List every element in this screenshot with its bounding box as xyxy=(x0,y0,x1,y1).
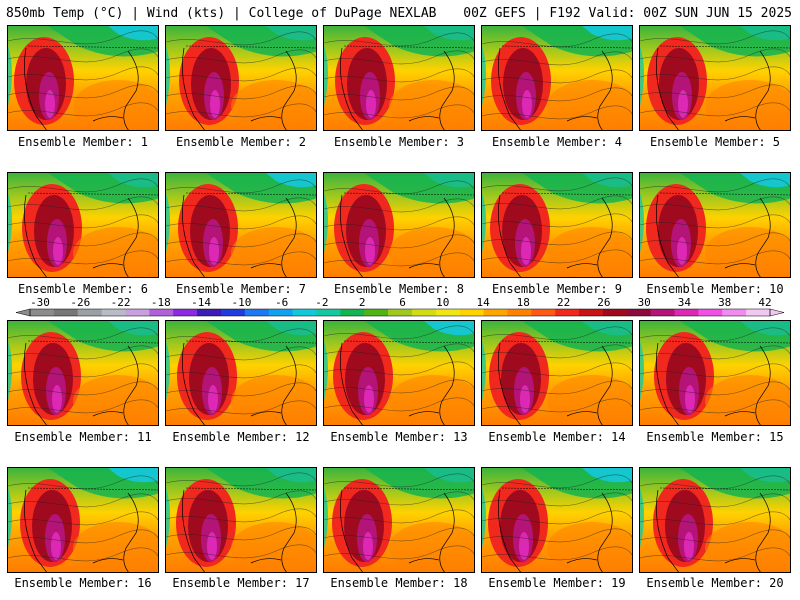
colorbar-swatch xyxy=(340,309,365,316)
colorbar-tick-label: 42 xyxy=(758,296,771,309)
colorbar-tick-label: 14 xyxy=(476,296,490,309)
colorbar-swatch xyxy=(650,309,675,316)
colorbar-tick-label: 30 xyxy=(638,296,651,309)
ensemble-member-label: Ensemble Member: 1 xyxy=(17,135,149,149)
ensemble-member-map xyxy=(639,25,791,131)
colorbar-tick-label: 26 xyxy=(597,296,610,309)
colorbar-swatch xyxy=(101,309,126,316)
ensemble-member-map xyxy=(323,320,475,426)
colorbar-swatch xyxy=(30,309,55,316)
ensemble-member-label: Ensemble Member: 14 xyxy=(488,430,626,444)
colorbar-tick-label: -14 xyxy=(191,296,211,309)
ensemble-member-map xyxy=(7,320,159,426)
ensemble-member-map xyxy=(165,467,317,573)
colorbar-swatch xyxy=(531,309,556,316)
ensemble-member-label: Ensemble Member: 5 xyxy=(649,135,781,149)
ensemble-member-label: Ensemble Member: 7 xyxy=(175,282,307,296)
ensemble-member-map xyxy=(323,25,475,131)
colorbar-swatch xyxy=(244,309,270,316)
temperature-colorbar: -30 -26 -22 -18 -14 -10 -6 -2 2 6 10 14 18 22 26 30 34 38… xyxy=(15,296,785,317)
colorbar-swatch xyxy=(197,309,222,316)
colorbar-swatch xyxy=(316,309,341,316)
ensemble-member-map xyxy=(7,467,159,573)
colorbar-swatch xyxy=(555,309,580,316)
ensemble-member-map xyxy=(323,172,475,278)
colorbar-tick-label: -22 xyxy=(111,296,131,309)
ensemble-member-label: Ensemble Member: 16 xyxy=(14,576,152,590)
ensemble-member-map xyxy=(323,467,475,573)
ensemble-member-label: Ensemble Member: 4 xyxy=(491,135,623,149)
ensemble-member-label: Ensemble Member: 11 xyxy=(14,430,152,444)
ensemble-member-map xyxy=(481,172,633,278)
colorbar-swatch xyxy=(435,309,461,316)
ensemble-member-label: Ensemble Member: 18 xyxy=(330,576,468,590)
colorbar-swatch xyxy=(77,309,103,316)
ensemble-member-label: Ensemble Member: 15 xyxy=(646,430,784,444)
colorbar-swatch xyxy=(364,309,389,316)
ensemble-member-map xyxy=(7,172,159,278)
ensemble-member-label: Ensemble Member: 9 xyxy=(491,282,623,296)
colorbar-swatch xyxy=(698,309,723,316)
colorbar-tick-label: 18 xyxy=(517,296,530,309)
colorbar-swatch xyxy=(626,309,652,316)
ensemble-member-map xyxy=(639,320,791,426)
header-right-title: 00Z GEFS | F192 Valid: 00Z SUN JUN 15 20… xyxy=(463,6,792,21)
colorbar-swatch xyxy=(292,309,317,316)
ensemble-member-map xyxy=(481,25,633,131)
ensemble-member-label: Ensemble Member: 10 xyxy=(646,282,784,296)
ensemble-member-map xyxy=(165,172,317,278)
ensemble-member-map xyxy=(639,467,791,573)
colorbar-tick-label: 22 xyxy=(557,296,570,309)
colorbar-swatch xyxy=(173,309,198,316)
ensemble-member-label: Ensemble Member: 12 xyxy=(172,430,310,444)
ensemble-member-label: Ensemble Member: 13 xyxy=(330,430,468,444)
colorbar-tick-label: -2 xyxy=(315,296,328,309)
ensemble-member-label: Ensemble Member: 20 xyxy=(646,576,784,590)
ensemble-member-label: Ensemble Member: 19 xyxy=(488,576,626,590)
header-left-title: 850mb Temp (°C) | Wind (kts) | College o… xyxy=(6,6,437,21)
colorbar-swatch xyxy=(602,309,628,316)
colorbar-swatch xyxy=(388,309,413,316)
ensemble-member-label: Ensemble Member: 2 xyxy=(175,135,307,149)
colorbar-swatch xyxy=(125,309,150,316)
colorbar-swatch xyxy=(268,309,293,316)
colorbar-tick-label: 38 xyxy=(718,296,731,309)
colorbar-swatch xyxy=(149,309,174,316)
colorbar-swatch xyxy=(507,309,532,316)
ensemble-member-map xyxy=(639,172,791,278)
colorbar-right-arrow xyxy=(769,308,785,317)
colorbar-tick-label: -18 xyxy=(151,296,171,309)
colorbar-tick-label: 6 xyxy=(399,296,406,309)
colorbar-swatch xyxy=(674,309,699,316)
ensemble-member-map xyxy=(7,25,159,131)
colorbar-tick-label: 34 xyxy=(678,296,692,309)
ensemble-member-label: Ensemble Member: 8 xyxy=(333,282,465,296)
ensemble-member-label: Ensemble Member: 6 xyxy=(17,282,149,296)
colorbar-tick-label: 10 xyxy=(436,296,449,309)
colorbar-swatch xyxy=(53,309,79,316)
colorbar-tick-label: -10 xyxy=(231,296,251,309)
colorbar-swatch xyxy=(411,309,437,316)
colorbar-tick-label: 2 xyxy=(359,296,366,309)
colorbar-swatch xyxy=(579,309,604,316)
colorbar-swatch xyxy=(746,309,771,316)
ensemble-member-map xyxy=(165,25,317,131)
ensemble-member-label: Ensemble Member: 17 xyxy=(172,576,310,590)
colorbar-tick-label: -26 xyxy=(70,296,90,309)
colorbar-swatch xyxy=(459,309,484,316)
colorbar-tick-label: -30 xyxy=(30,296,50,309)
ensemble-member-label: Ensemble Member: 3 xyxy=(333,135,465,149)
colorbar-tick-label: -6 xyxy=(275,296,288,309)
ensemble-member-map xyxy=(481,467,633,573)
colorbar-swatch xyxy=(722,309,747,316)
colorbar-left-arrow xyxy=(15,308,31,317)
colorbar-swatch xyxy=(220,309,246,316)
ensemble-member-map xyxy=(481,320,633,426)
colorbar-swatch xyxy=(483,309,508,316)
ensemble-member-map xyxy=(165,320,317,426)
